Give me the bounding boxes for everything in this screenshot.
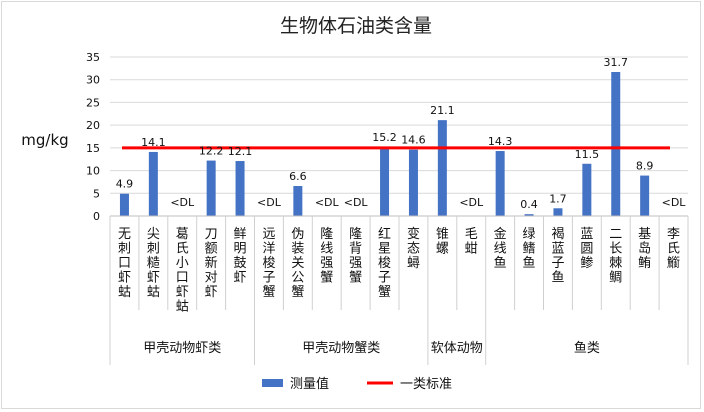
- category-label: 隆背强蟹: [349, 227, 362, 286]
- category-label: 金线鱼: [494, 226, 507, 271]
- category-label: 李氏䲗: [667, 227, 680, 271]
- data-label: 12.2: [199, 145, 224, 158]
- data-label: 4.9: [116, 178, 134, 191]
- bar: [206, 160, 216, 216]
- data-label: 8.9: [636, 160, 654, 173]
- chart-title: 生物体石油类含量: [280, 15, 432, 37]
- bar: [148, 151, 158, 216]
- bar: [611, 71, 621, 217]
- data-label: 12.1: [228, 145, 253, 158]
- y-tick-label: 20: [86, 119, 100, 132]
- data-label: <DL: [344, 196, 369, 209]
- bar: [524, 214, 534, 216]
- y-tick-label: 5: [93, 187, 100, 200]
- data-label: 14.1: [141, 136, 166, 149]
- y-tick-label: 0: [93, 210, 100, 223]
- bar: [582, 163, 592, 216]
- data-label: 31.7: [604, 56, 629, 69]
- data-label: <DL: [662, 196, 687, 209]
- bar: [380, 146, 390, 216]
- y-tick-label: 10: [86, 165, 100, 178]
- legend-swatch-bar: [262, 379, 283, 387]
- data-label: 21.1: [430, 104, 455, 117]
- legend-label-reference: 一类标准: [400, 377, 452, 392]
- data-label: 0.4: [520, 198, 538, 211]
- data-label: <DL: [170, 196, 195, 209]
- y-tick-label: 15: [86, 142, 100, 155]
- data-label: <DL: [315, 196, 340, 209]
- legend-label-series: 测量值: [290, 376, 329, 392]
- category-label: 毛蚶: [465, 227, 478, 257]
- data-label: <DL: [257, 196, 282, 209]
- y-tick-label: 35: [86, 51, 100, 64]
- category-label: 基岛鲔: [638, 227, 651, 271]
- group-label: 甲壳动物虾类: [143, 341, 221, 356]
- bar: [119, 193, 129, 216]
- bar: [408, 149, 418, 216]
- data-label: 15.2: [372, 131, 397, 144]
- category-label: 二长棘鲷: [609, 227, 622, 286]
- bar: [495, 151, 505, 216]
- category-label: 锥螺: [436, 227, 449, 257]
- category-label: 无刺口虾蛄: [118, 227, 131, 300]
- bar: [553, 208, 563, 216]
- group-label: 软体动物: [431, 341, 483, 356]
- category-label: 刀额新对虾: [205, 227, 218, 300]
- bar: [640, 175, 650, 216]
- group-label: 鱼类: [574, 340, 600, 356]
- data-label: <DL: [459, 196, 484, 209]
- category-label: 鲜明鼓虾: [234, 227, 247, 286]
- category-label: 褐蓝子鱼: [551, 227, 564, 286]
- data-label: 14.3: [488, 135, 513, 148]
- y-tick-label: 25: [86, 96, 100, 109]
- data-label: 14.6: [401, 134, 426, 147]
- category-label: 隆线强蟹: [320, 227, 333, 286]
- category-label: 葛氏小口虾蛄: [176, 227, 189, 315]
- category-label: 伪装关公蟹: [291, 227, 304, 300]
- y-axis-label: mg/kg: [21, 131, 68, 149]
- bar: [437, 120, 447, 216]
- category-label: 远洋梭子蟹: [262, 227, 275, 300]
- bar: [293, 186, 303, 216]
- category-label: 蓝圆鲹: [580, 227, 593, 271]
- category-label: 红星梭子蟹: [378, 226, 391, 300]
- y-tick-label: 30: [86, 74, 100, 87]
- data-label: 6.6: [289, 170, 307, 183]
- data-label: 11.5: [575, 148, 600, 161]
- data-label: 1.7: [549, 192, 567, 205]
- category-label: 变态蟳: [407, 226, 420, 271]
- category-label: 尖刺糙虾蛄: [147, 227, 160, 300]
- category-label: 绿鳍鱼: [523, 227, 536, 271]
- group-label: 甲壳动物蟹类: [302, 341, 380, 356]
- bar: [235, 161, 245, 216]
